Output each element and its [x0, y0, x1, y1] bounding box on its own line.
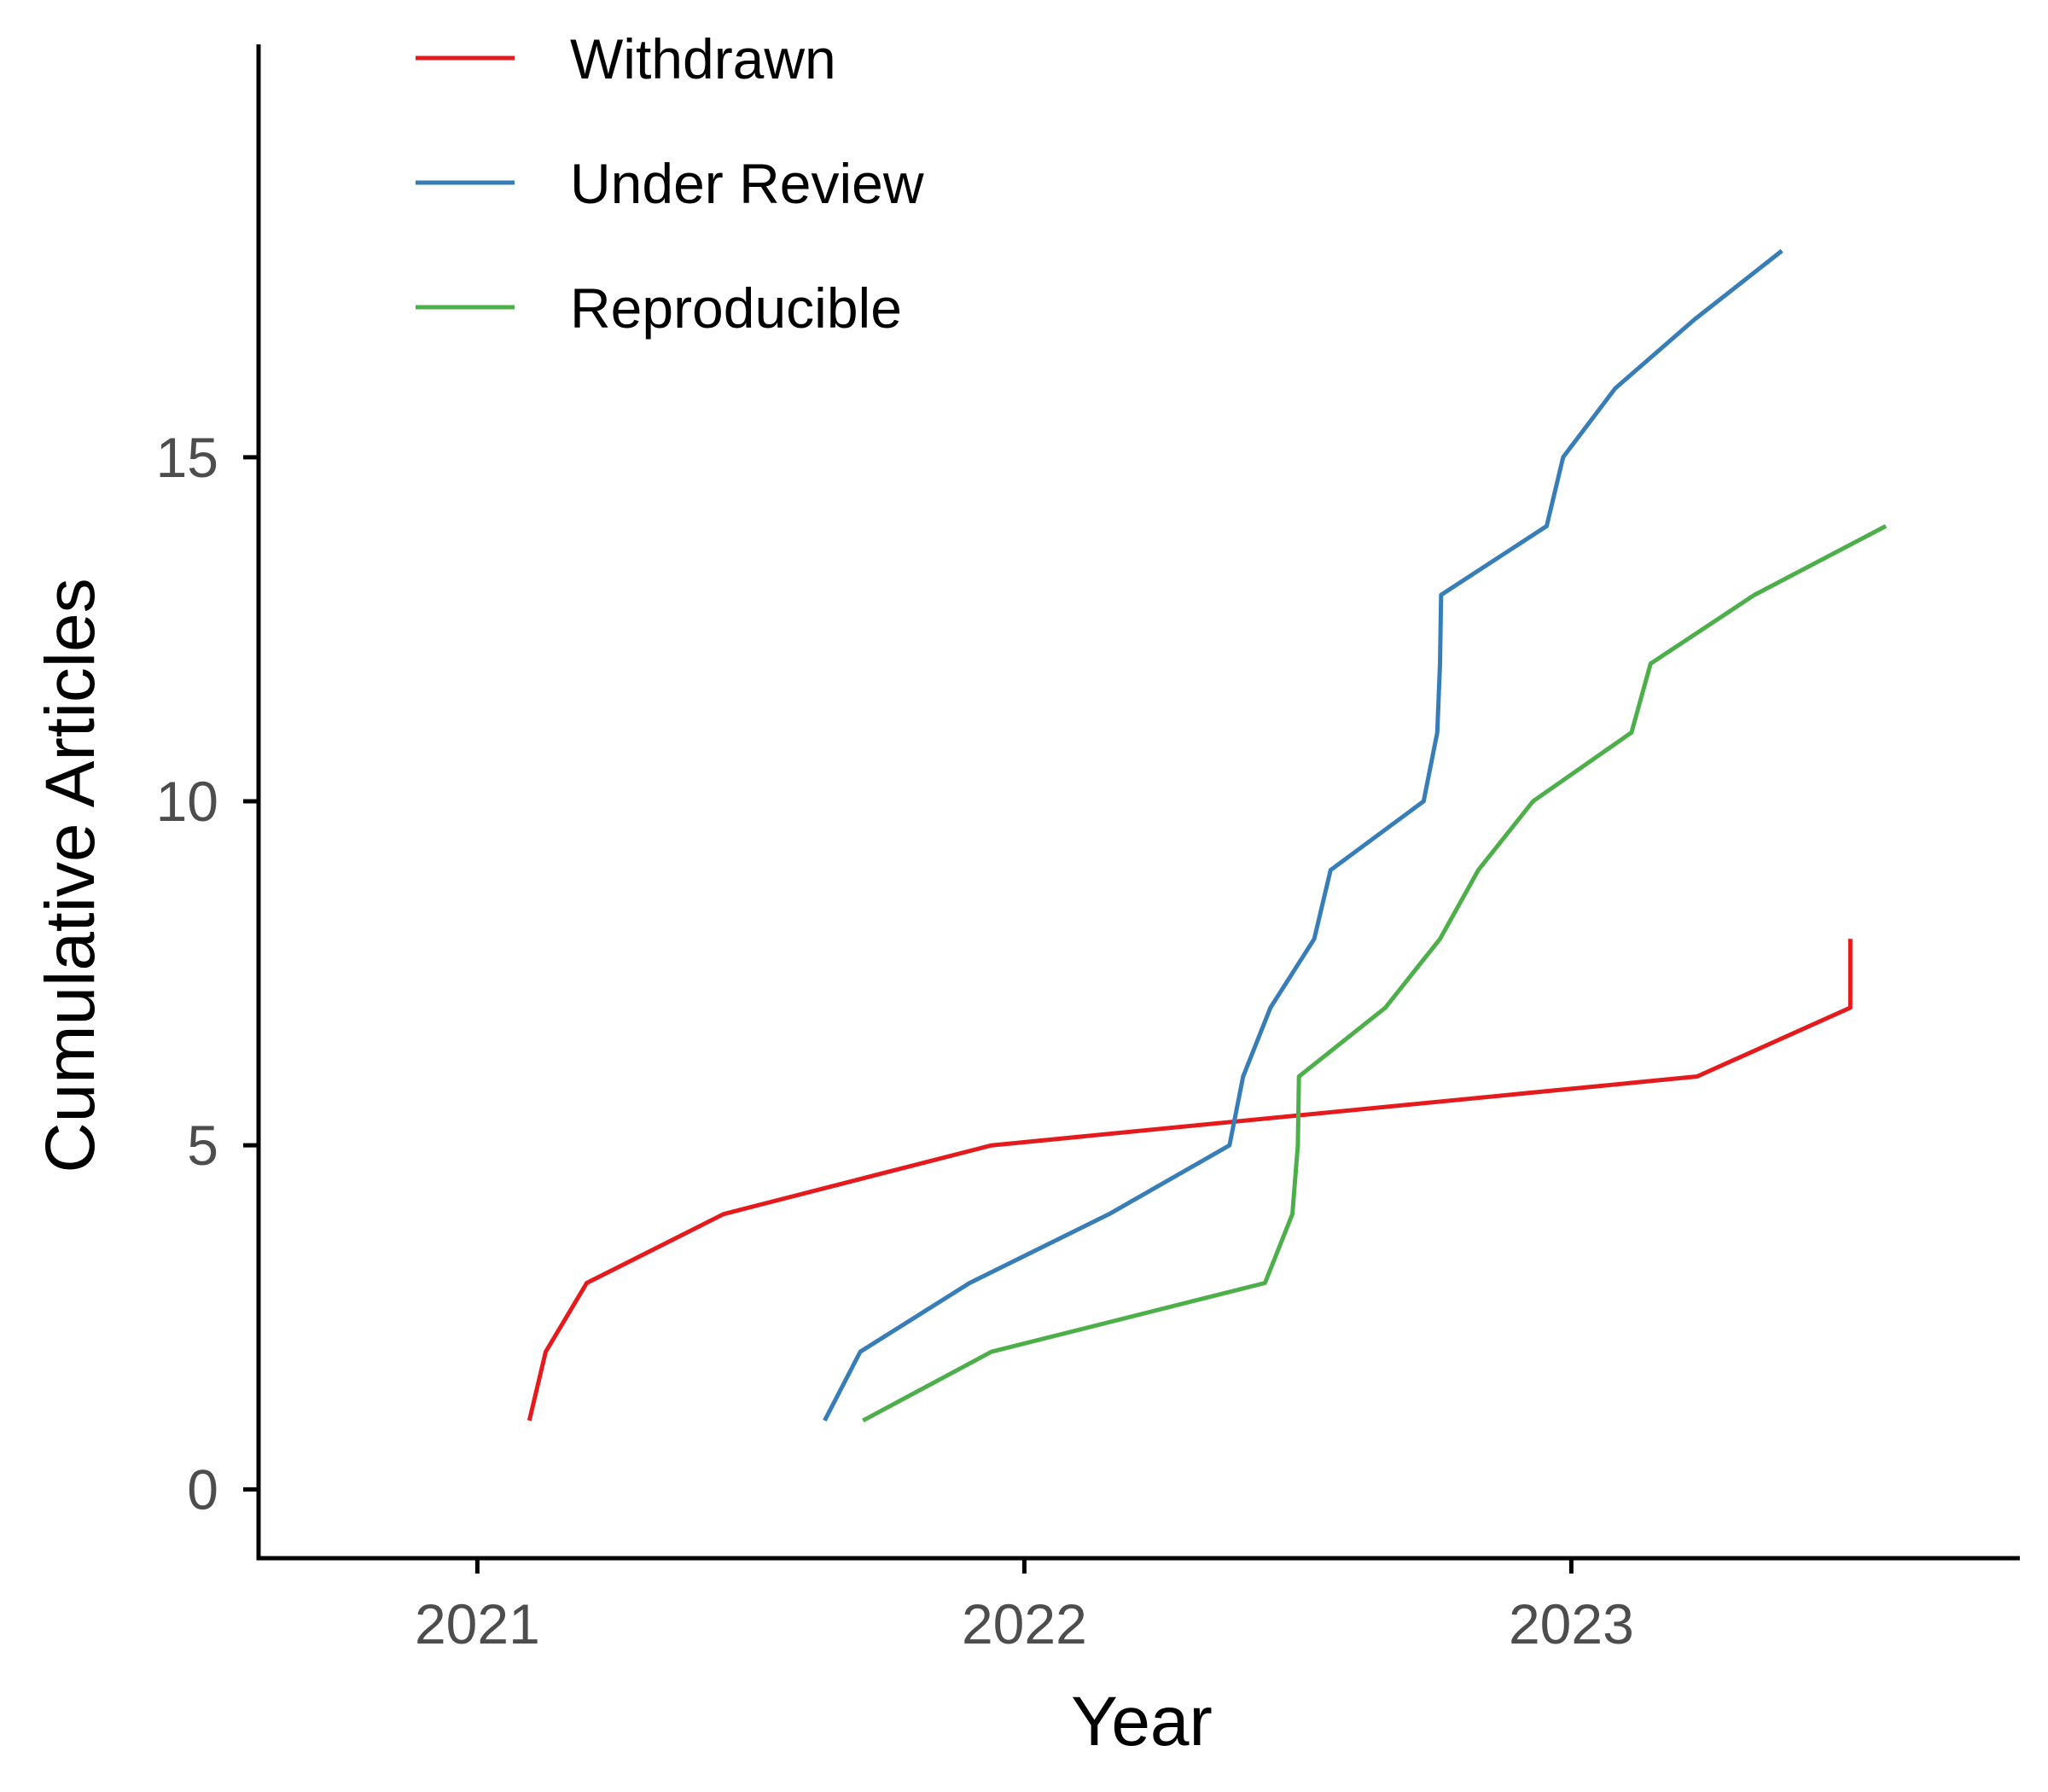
x-tick-label: 2021	[415, 1592, 540, 1655]
x-axis-title: Year	[1071, 1683, 1213, 1760]
y-axis-title: Cumulative Articles	[32, 578, 109, 1172]
series-line-under-review	[823, 248, 1783, 1422]
y-tick-label: 0	[187, 1457, 218, 1521]
plot-lines	[527, 248, 1888, 1423]
series-line-reproducible	[862, 524, 1888, 1423]
y-tick-label: 15	[156, 426, 218, 489]
x-ticks: 2021 2022 2023	[415, 1558, 1634, 1655]
legend: Withdrawn Under Review Reproducible	[416, 27, 924, 340]
y-ticks: 0 5 10 15	[156, 426, 259, 1521]
x-tick-label: 2022	[962, 1592, 1087, 1655]
x-tick-label: 2023	[1509, 1592, 1634, 1655]
series-line-withdrawn	[527, 939, 1853, 1422]
legend-label-withdrawn: Withdrawn	[570, 27, 836, 90]
legend-label-under-review: Under Review	[570, 152, 924, 215]
legend-label-reproducible: Reproducible	[570, 276, 902, 340]
y-tick-label: 10	[156, 770, 218, 833]
y-tick-label: 5	[187, 1114, 218, 1177]
